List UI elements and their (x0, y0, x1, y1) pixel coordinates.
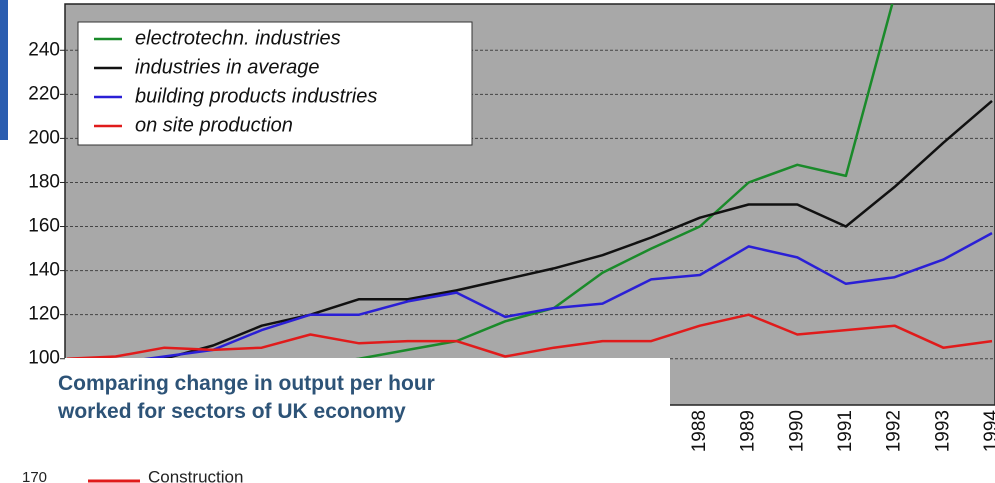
legend-label: industries in average (135, 56, 320, 78)
y-tick-label: 140 (28, 260, 60, 281)
y-tick-label: 160 (28, 216, 60, 237)
y-tick-label: 240 (28, 39, 60, 60)
series-line (66, 232, 993, 371)
fragment-tick: 170 (22, 469, 47, 483)
chart-title: Comparing change in output per hour worke… (57, 372, 435, 423)
legend-box (77, 21, 473, 146)
side-decoration (0, 0, 8, 140)
series-line (66, 99, 993, 374)
x-tick-label: 1993 (932, 410, 953, 452)
y-tick-label: 100 (28, 348, 60, 369)
y-tick-label: 180 (28, 171, 60, 192)
overlay-panel (0, 358, 670, 483)
x-tick-label: 1994 (981, 410, 995, 453)
y-tick-label: 120 (28, 304, 60, 325)
y-tick-label: 220 (28, 83, 60, 104)
x-tick-label: 1992 (884, 410, 905, 452)
legend-label: on site production (135, 114, 293, 136)
y-tick-label: 200 (28, 127, 60, 148)
fragment-legend: Construction (148, 467, 243, 483)
legend-label: electrotechn. industries (135, 27, 341, 49)
legend-label: building products industries (135, 85, 377, 107)
x-tick-label: 1989 (738, 410, 759, 452)
series-line (66, 313, 993, 360)
x-tick-label: 1990 (786, 410, 807, 452)
x-tick-label: 1991 (835, 410, 856, 452)
x-tick-label: 1988 (689, 410, 710, 452)
